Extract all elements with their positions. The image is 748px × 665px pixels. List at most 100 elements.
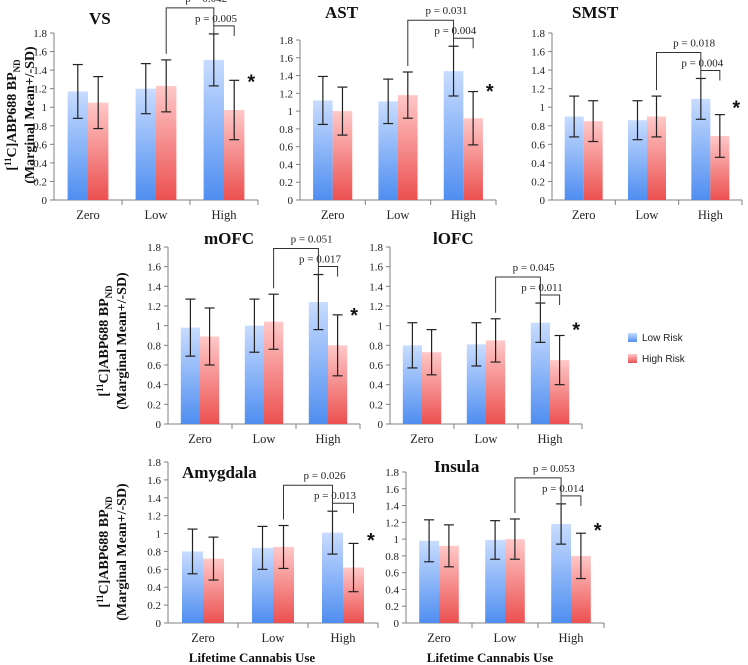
chart-insula: Insula 0 0.2 0.4 0.6 0.8 1 1.2 1.4 1.6 1.8 Zero Low H… (385, 457, 605, 645)
chart-ast: AST 0 0.2 0.4 0.6 0.8 1 1.2 1.4 1.6 1.8 Zero Low High… (279, 3, 497, 222)
x-tick-label: Zero (410, 432, 434, 446)
y-tick-label: 0.4 (33, 158, 47, 170)
bar-mofc-high-high-risk (328, 345, 348, 424)
p-value-inner: p = 0.013 (314, 490, 356, 502)
p-value-outer: p = 0.031 (425, 5, 467, 17)
y-tick-label: 0.6 (385, 568, 399, 580)
bracket-outer (273, 248, 319, 289)
y-tick-label: 1.2 (531, 84, 545, 96)
x-tick-label: Low (145, 208, 168, 222)
bar-smst-zero-high-risk (583, 121, 603, 200)
bracket-outer (514, 477, 562, 513)
chart-title-lofc: lOFC (433, 229, 474, 248)
y-tick-label: 1.6 (279, 53, 293, 65)
significance-star: * (486, 81, 494, 103)
y-tick-label: 0 (378, 419, 384, 431)
x-tick-label: Zero (427, 631, 451, 645)
chart-lofc: lOFC 0 0.2 0.4 0.6 0.8 1 1.2 1.4 1.6 1.8 Zero Low Hig… (369, 229, 583, 446)
bar-mofc-low-low-risk (244, 325, 264, 424)
chart-panels: VS 0 0.2 0.4 0.6 0.8 1 1.2 1.4 1.6 1.8 Zero Low High p… (33, 0, 743, 645)
chart-smst: SMST 0 0.2 0.4 0.6 0.8 1 1.2 1.4 1.6 1.8 Zero Low Hig… (531, 3, 743, 222)
p-value-outer: p = 0.018 (673, 37, 715, 49)
y-tick-label: 1.6 (147, 475, 161, 487)
y-tick-label: 0.2 (531, 176, 545, 188)
bar-mofc-low-high-risk (264, 321, 284, 424)
chart-title-mofc: mOFC (204, 229, 254, 248)
y-tick-label: 1.4 (531, 65, 545, 77)
y-tick-label: 1.8 (279, 35, 293, 47)
y-tick-label: 1.8 (33, 28, 47, 40)
svg-text:[11C]ABP688 BPND: [11C]ABP688 BPND (3, 59, 22, 171)
y-tick-label: 1 (42, 102, 48, 114)
chart-title-smst: SMST (572, 3, 619, 22)
bracket-inner (317, 266, 339, 277)
y-tick-label: 0.8 (531, 121, 545, 133)
y-axis-label-row-2: [11C]ABP688 BPND (Marginal Mean+/-SD) (95, 272, 130, 410)
bracket-inner (700, 69, 721, 81)
chart-title-insula: Insula (434, 457, 480, 476)
x-tick-label: Low (253, 432, 276, 446)
y-tick-label: 0.8 (33, 121, 47, 133)
y-tick-label: 0.8 (147, 340, 161, 352)
p-value-inner: p = 0.004 (681, 57, 723, 69)
x-tick-label: Zero (321, 208, 345, 222)
x-tick-label: Zero (572, 208, 596, 222)
bar-insula-low-high-risk (505, 539, 525, 623)
chart-title-ast: AST (325, 3, 359, 22)
x-tick-label: Low (475, 432, 498, 446)
p-value-outer: p = 0.045 (513, 262, 555, 274)
bar-ast-zero-low-risk (313, 100, 333, 200)
bracket-inner (332, 502, 354, 514)
bar-amygdala-zero-high-risk (203, 558, 224, 623)
x-tick-label: Low (636, 208, 659, 222)
y-tick-label: 0 (156, 618, 162, 630)
bracket-inner (560, 495, 582, 506)
y-tick-label: 0.8 (369, 340, 383, 352)
bar-ast-high-high-risk (463, 118, 483, 200)
chart-vs: VS 0 0.2 0.4 0.6 0.8 1 1.2 1.4 1.6 1.8 Zero Low High p… (33, 0, 259, 222)
y-tick-label: 1.8 (531, 28, 545, 40)
bracket-inner (539, 294, 561, 306)
p-value-outer: p = 0.053 (533, 463, 575, 475)
y-tick-label: 0.2 (33, 176, 47, 188)
significance-star: * (350, 305, 358, 327)
y-tick-label: 0 (540, 195, 546, 207)
bar-ast-low-high-risk (398, 95, 418, 200)
bar-lofc-zero-low-risk (402, 345, 422, 424)
x-tick-label: High (559, 631, 585, 645)
bar-vs-low-high-risk (156, 85, 177, 200)
y-tick-label: 1.6 (385, 484, 399, 496)
chart-mofc: mOFC 0 0.2 0.4 0.6 0.8 1 1.2 1.4 1.6 1.8 Zero Low Hig… (147, 229, 361, 446)
x-tick-label: High (451, 208, 477, 222)
bar-vs-high-high-risk (224, 110, 245, 200)
chart-amygdala: Amygdala 0 0.2 0.4 0.6 0.8 1 1.2 1.4 1.6 1.8 Zero Lo… (147, 457, 379, 645)
bar-ast-low-low-risk (378, 101, 398, 200)
p-value-outer: p = 0.042 (185, 0, 227, 5)
y-tick-label: 1.8 (147, 457, 161, 469)
x-tick-label: Zero (188, 432, 212, 446)
bar-smst-high-low-risk (691, 98, 711, 200)
y-tick-label: 1 (378, 321, 384, 333)
y-tick-label: 0.4 (279, 159, 293, 171)
bar-insula-high-low-risk (551, 524, 571, 623)
bar-lofc-high-high-risk (550, 360, 570, 424)
y-tick-label: 0 (288, 195, 294, 207)
bar-lofc-low-high-risk (486, 340, 506, 424)
y-tick-label: 1.2 (279, 88, 293, 100)
bracket-outer (407, 19, 455, 66)
y-tick-label: 1.2 (147, 301, 161, 313)
bar-lofc-high-low-risk (530, 322, 550, 424)
bar-amygdala-high-low-risk (322, 532, 343, 623)
legend-label-high-risk: High Risk (642, 354, 686, 365)
y-tick-label: 1.2 (385, 517, 399, 529)
y-tick-label: 1.6 (369, 262, 383, 274)
y-tick-label: 1.4 (147, 493, 161, 505)
x-tick-label: Low (494, 631, 517, 645)
y-tick-label: 1 (156, 321, 162, 333)
bar-lofc-low-low-risk (466, 344, 486, 424)
bar-insula-low-low-risk (485, 539, 505, 623)
y-tick-label: 0.2 (147, 600, 161, 612)
y-tick-label: 1.8 (385, 467, 399, 479)
bar-mofc-zero-high-risk (200, 336, 220, 424)
